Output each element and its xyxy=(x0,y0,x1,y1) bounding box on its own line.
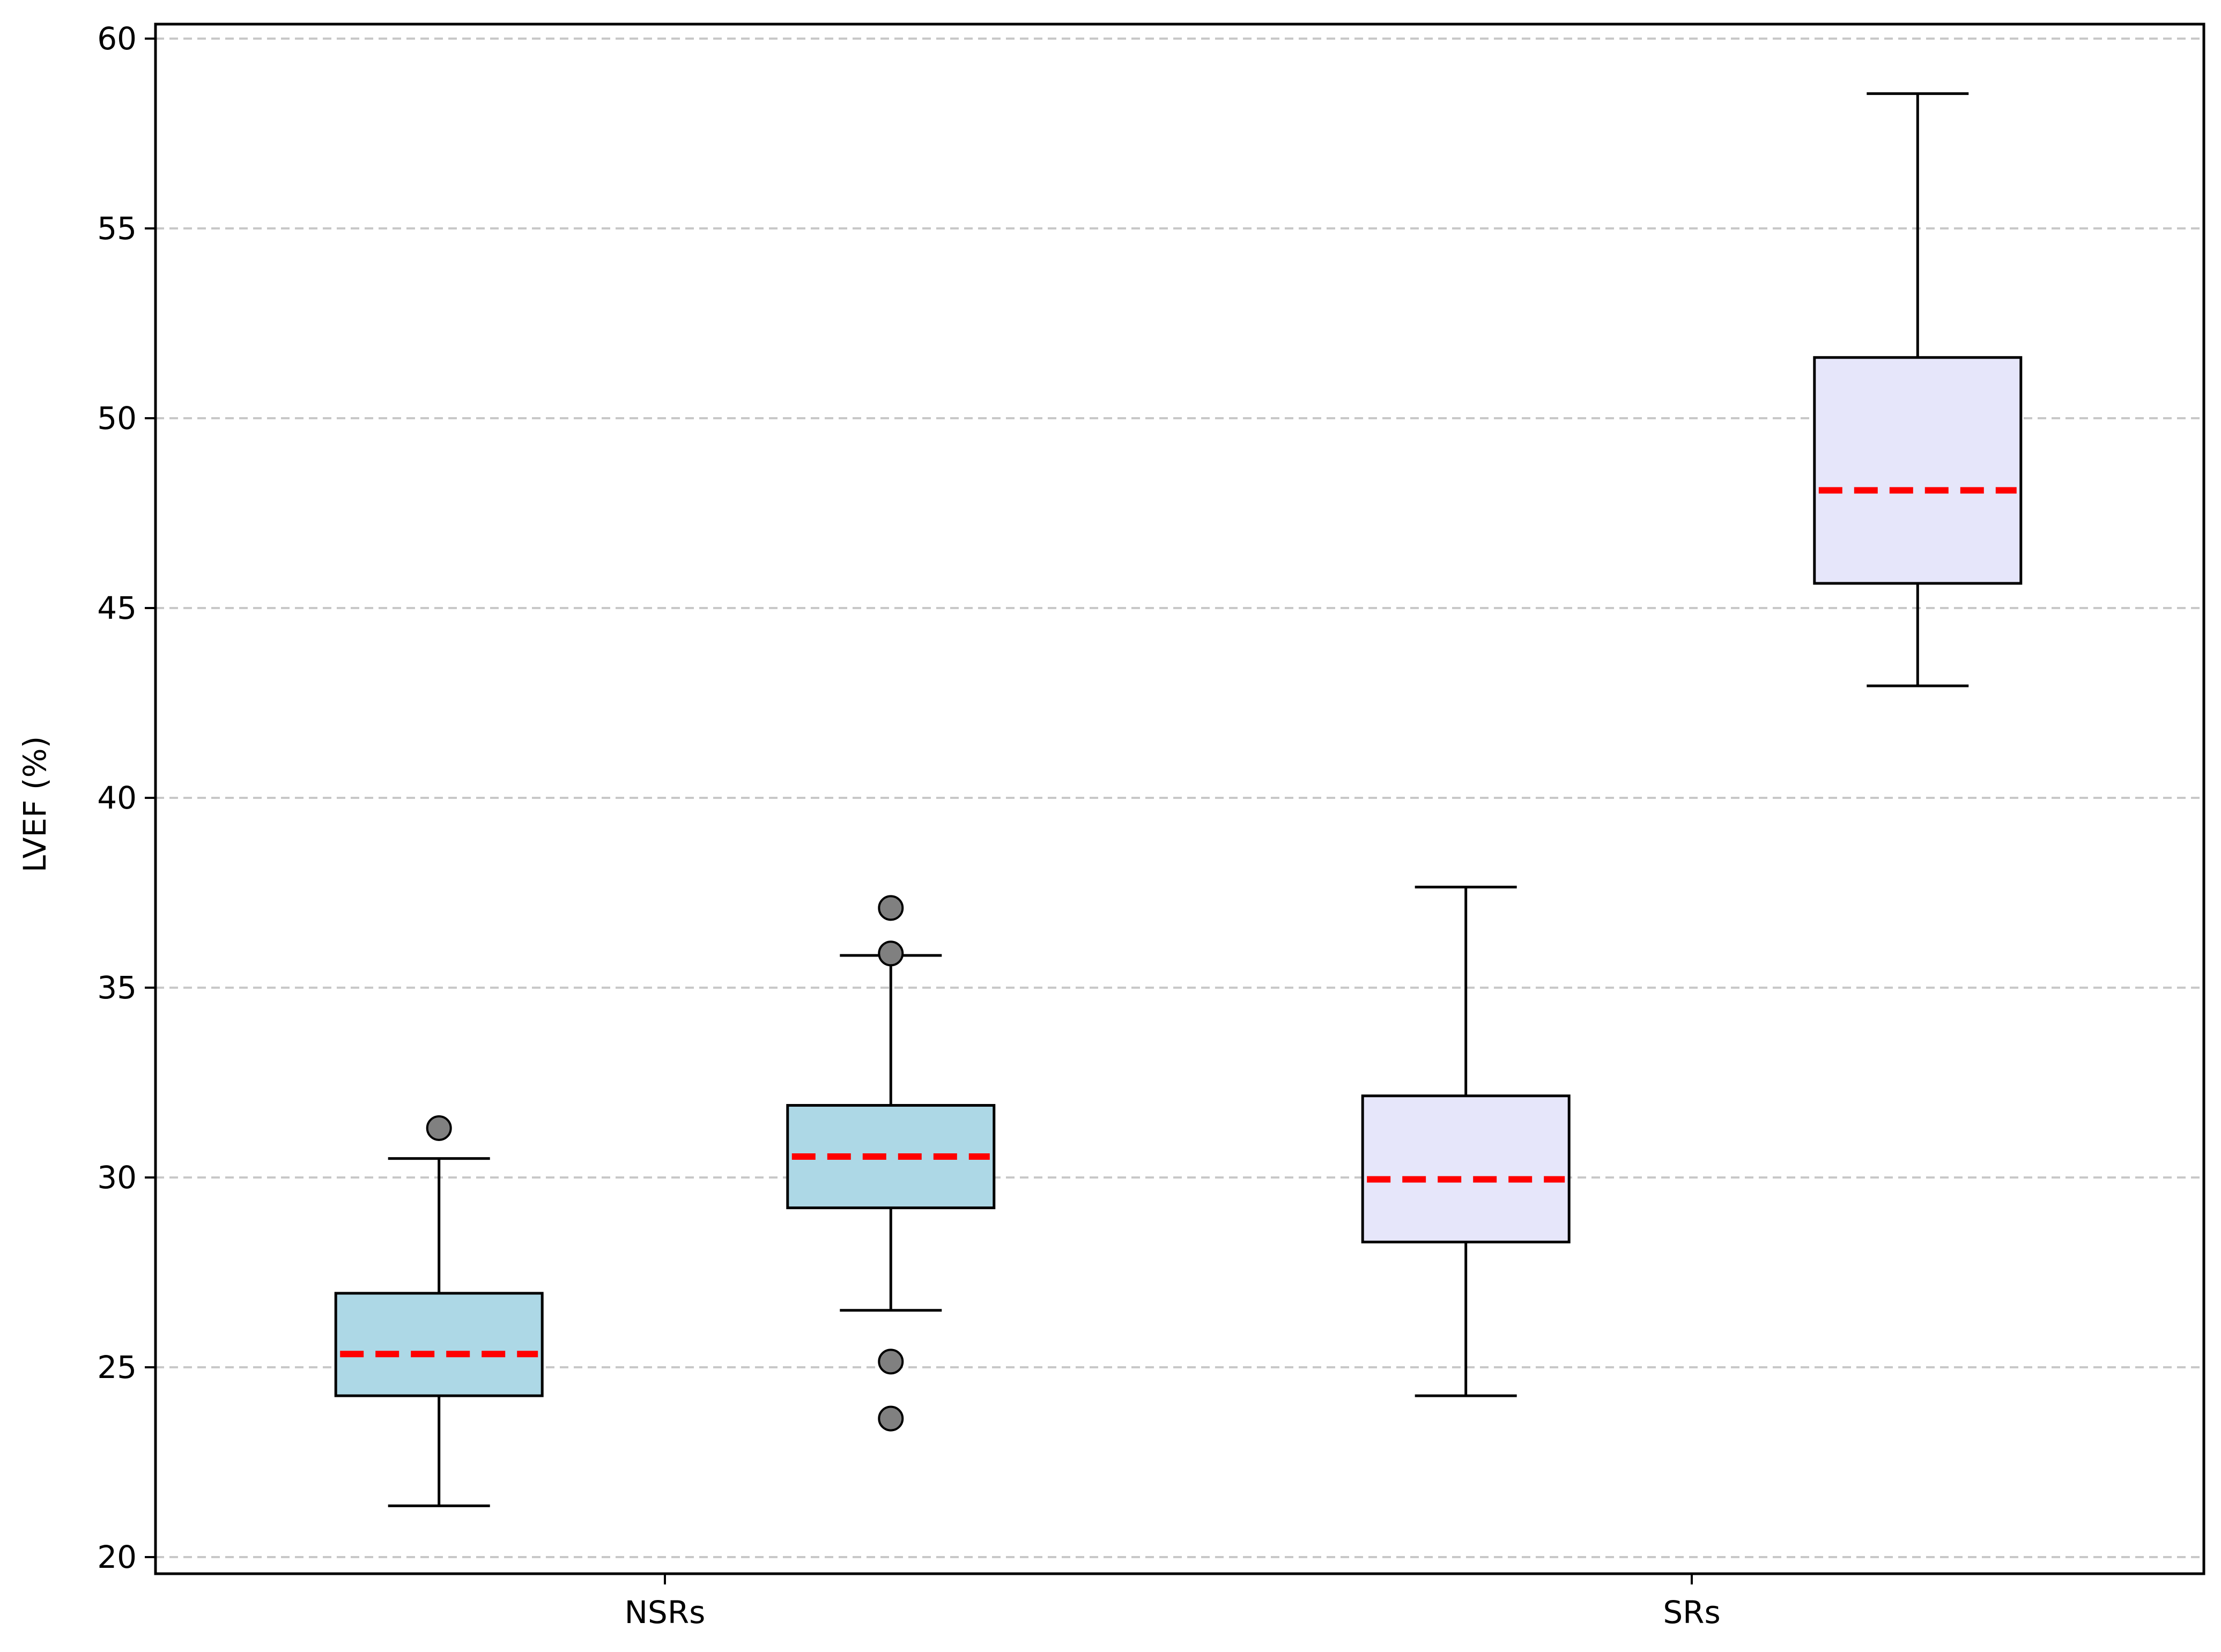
y-axis-ticks: 20 25 30 35 40 45 50 55 60 xyxy=(97,20,156,1575)
x-axis-ticks: NSRs SRs xyxy=(625,1574,1721,1631)
y-tick-label: 60 xyxy=(97,20,137,57)
iqr-box xyxy=(1361,1094,1571,1243)
outlier-point xyxy=(426,1115,452,1141)
y-tick-label: 45 xyxy=(97,590,137,626)
outlier-point xyxy=(878,940,904,967)
x-tick-label: SRs xyxy=(1663,1594,1720,1631)
y-tick-label: 50 xyxy=(97,400,137,436)
y-tick-label: 40 xyxy=(97,780,137,816)
x-tick-label: NSRs xyxy=(625,1594,706,1631)
box-plots xyxy=(334,92,2023,1507)
iqr-box xyxy=(786,1103,996,1210)
outlier-point xyxy=(878,1349,904,1375)
outlier-point xyxy=(878,895,904,921)
outlier-point xyxy=(878,1405,904,1432)
y-axis-label: LVEF (%) xyxy=(17,736,53,872)
y-tick-label: 35 xyxy=(97,969,137,1006)
y-tick-label: 55 xyxy=(97,210,137,247)
y-tick-label: 25 xyxy=(97,1349,137,1386)
iqr-box xyxy=(334,1292,544,1397)
box-nsrs xyxy=(786,895,996,1432)
box-nsrs xyxy=(334,1115,544,1507)
box-srs xyxy=(1361,885,1571,1397)
iqr-box xyxy=(1813,356,2023,585)
y-tick-label: 30 xyxy=(97,1159,137,1196)
y-tick-label: 20 xyxy=(97,1539,137,1575)
box-srs xyxy=(1813,92,2023,687)
